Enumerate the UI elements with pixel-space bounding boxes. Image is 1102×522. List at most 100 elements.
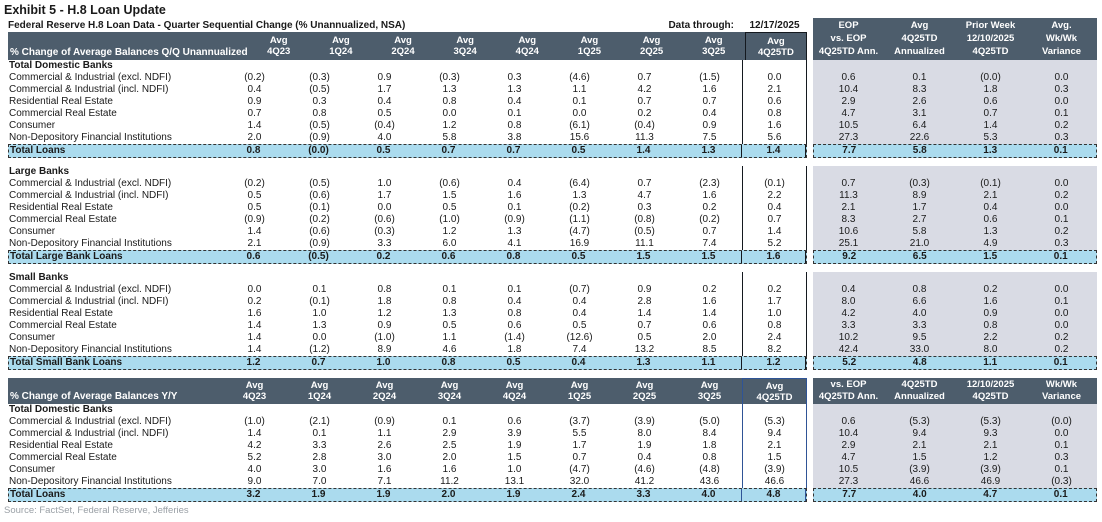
value-cell: (0.4) (634, 120, 655, 131)
right-value-cell: 9.3 (983, 428, 998, 439)
left-table-row: Total Small Bank Loans 1.2 0.7 1.0 0.8 0.5 0.4… (8, 356, 807, 370)
value-cell: 1.1 (572, 84, 587, 95)
right-panel-row (813, 60, 1097, 72)
value-cell (352, 166, 417, 178)
value-cell: 1.3 (312, 320, 327, 331)
left-table-row: Non-Depository Financial Institutions 9.0… (8, 476, 807, 488)
value-cell: 1.6 (702, 84, 717, 95)
row-label: Commercial & Industrial (incl. NDFI) (9, 296, 169, 307)
value-cell: 0.8 (742, 320, 807, 332)
right-value-cell: 0.3 (1054, 84, 1069, 95)
qq-header-band: Federal Reserve H.8 Loan Data - Quarter … (8, 18, 1097, 60)
right-value-cell: 0.7 (841, 178, 856, 189)
value-cell: (5.3) (742, 416, 807, 428)
right-value-cell (884, 404, 955, 416)
value-cell: 8.9 (377, 344, 392, 355)
data-through-date: 12/17/2025 (749, 20, 800, 31)
right-value-cell (884, 272, 955, 284)
row-label: Total Large Bank Loans (10, 251, 123, 262)
right-panel-row: 3.3 3.3 0.8 0.0 (813, 320, 1097, 332)
row-label: Commercial & Industrial (incl. NDFI) (9, 84, 169, 95)
value-cell: 4.8 (741, 489, 806, 501)
value-cell (287, 60, 352, 72)
value-cell: 1.5 (442, 190, 457, 201)
value-cell: 1.0 (376, 357, 391, 368)
right-value-cell: 10.6 (838, 226, 859, 237)
value-cell (482, 272, 547, 284)
right-value-cell: 1.2 (983, 452, 998, 463)
value-cell: 0.1 (442, 416, 457, 427)
right-panel-row: 2.1 1.7 0.4 0.0 (813, 202, 1097, 214)
value-cell: (0.9) (504, 214, 525, 225)
value-cell: 0.9 (377, 72, 392, 83)
right-value-cell: (0.0) (980, 72, 1001, 83)
left-table-row: Residential Real Estate 0.9 0.3 0.4 0.8 0.4 0.… (8, 96, 807, 108)
section-title-row: Large Banks (8, 166, 1097, 178)
column-header: Avg 4Q25TD (744, 32, 808, 60)
value-cell: 1.9 (507, 440, 522, 451)
value-cell: 0.7 (702, 226, 717, 237)
table-row: Commercial & Industrial (excl. NDFI) (0.2… (8, 178, 1097, 190)
right-value-cell: 8.0 (983, 344, 998, 355)
table-row: Commercial & Industrial (incl. NDFI) 0.5 (… (8, 190, 1097, 202)
value-cell: (0.1) (309, 296, 330, 307)
right-value-cell: 0.8 (912, 284, 927, 295)
right-panel-row: 7.7 4.0 4.7 0.1 (813, 488, 1097, 502)
value-cell: (6.1) (569, 120, 590, 131)
value-cell: 0.5 (247, 202, 262, 213)
right-value-cell: 3.3 (841, 320, 856, 331)
row-label: Residential Real Estate (9, 202, 113, 213)
value-cell: 1.3 (507, 84, 522, 95)
value-cell: 1.3 (701, 145, 716, 156)
column-header: Avg 4Q25TD Annualized (894, 20, 945, 57)
value-cell: 1.4 (247, 332, 262, 343)
right-value-cell: 0.3 (1054, 132, 1069, 143)
value-cell (482, 166, 547, 178)
value-cell: 0.9 (247, 96, 262, 107)
value-cell: 7.5 (702, 132, 717, 143)
value-cell: (2.3) (699, 178, 720, 189)
right-value-cell (813, 60, 884, 72)
left-table-row: Commercial Real Estate 5.2 2.8 3.0 2.0 1.5 0.7… (8, 452, 807, 464)
value-cell: 32.0 (569, 476, 590, 487)
value-cell (222, 60, 287, 72)
total-row: Total Small Bank Loans 1.2 0.7 1.0 0.8 0.5 0.4… (8, 356, 1097, 370)
right-value-cell: 0.2 (1054, 344, 1069, 355)
value-cell (352, 404, 417, 416)
value-cell: 1.4 (247, 344, 262, 355)
right-value-cell (1026, 272, 1097, 284)
right-panel-row: 10.4 8.3 1.8 0.3 (813, 84, 1097, 96)
value-cell: 0.4 (702, 108, 717, 119)
right-value-cell: 2.6 (912, 96, 927, 107)
table-row: Consumer 4.0 3.0 1.6 1.6 1.0 (4.7) (4.6) (4.8) (3… (8, 464, 1097, 476)
value-cell: (1.2) (309, 344, 330, 355)
value-cell: (0.6) (309, 190, 330, 201)
column-header: Avg 3Q24 (453, 35, 477, 57)
right-value-cell: 6.6 (912, 296, 927, 307)
value-cell: 2.6 (377, 440, 392, 451)
column-header: EOP vs. EOP 4Q25TD Ann. (818, 20, 879, 57)
section-name: Large Banks (9, 166, 70, 177)
row-label: Residential Real Estate (9, 440, 113, 451)
value-cell: 2.0 (441, 489, 456, 500)
value-cell: 0.6 (246, 251, 261, 262)
right-value-cell: 10.5 (838, 464, 859, 475)
value-cell: 0.4 (572, 308, 587, 319)
value-cell: 1.1 (442, 332, 457, 343)
value-cell (547, 404, 612, 416)
value-cell: 3.0 (377, 452, 392, 463)
right-value-cell (955, 166, 1026, 178)
right-value-cell (884, 60, 955, 72)
value-cell: 1.2 (442, 226, 457, 237)
value-cell (482, 404, 547, 416)
column-header: Avg 4Q23 (242, 380, 267, 402)
value-cell: 15.6 (569, 132, 590, 143)
value-cell: (0.0) (308, 145, 329, 156)
row-label: Non-Depository Financial Institutions (9, 476, 172, 487)
right-value-cell: 0.0 (1054, 428, 1069, 439)
right-value-cell (955, 404, 1026, 416)
value-cell: 1.3 (442, 308, 457, 319)
header-label: % Change of Average Balances Y/Y (10, 391, 178, 402)
right-value-cell: (3.9) (980, 464, 1001, 475)
